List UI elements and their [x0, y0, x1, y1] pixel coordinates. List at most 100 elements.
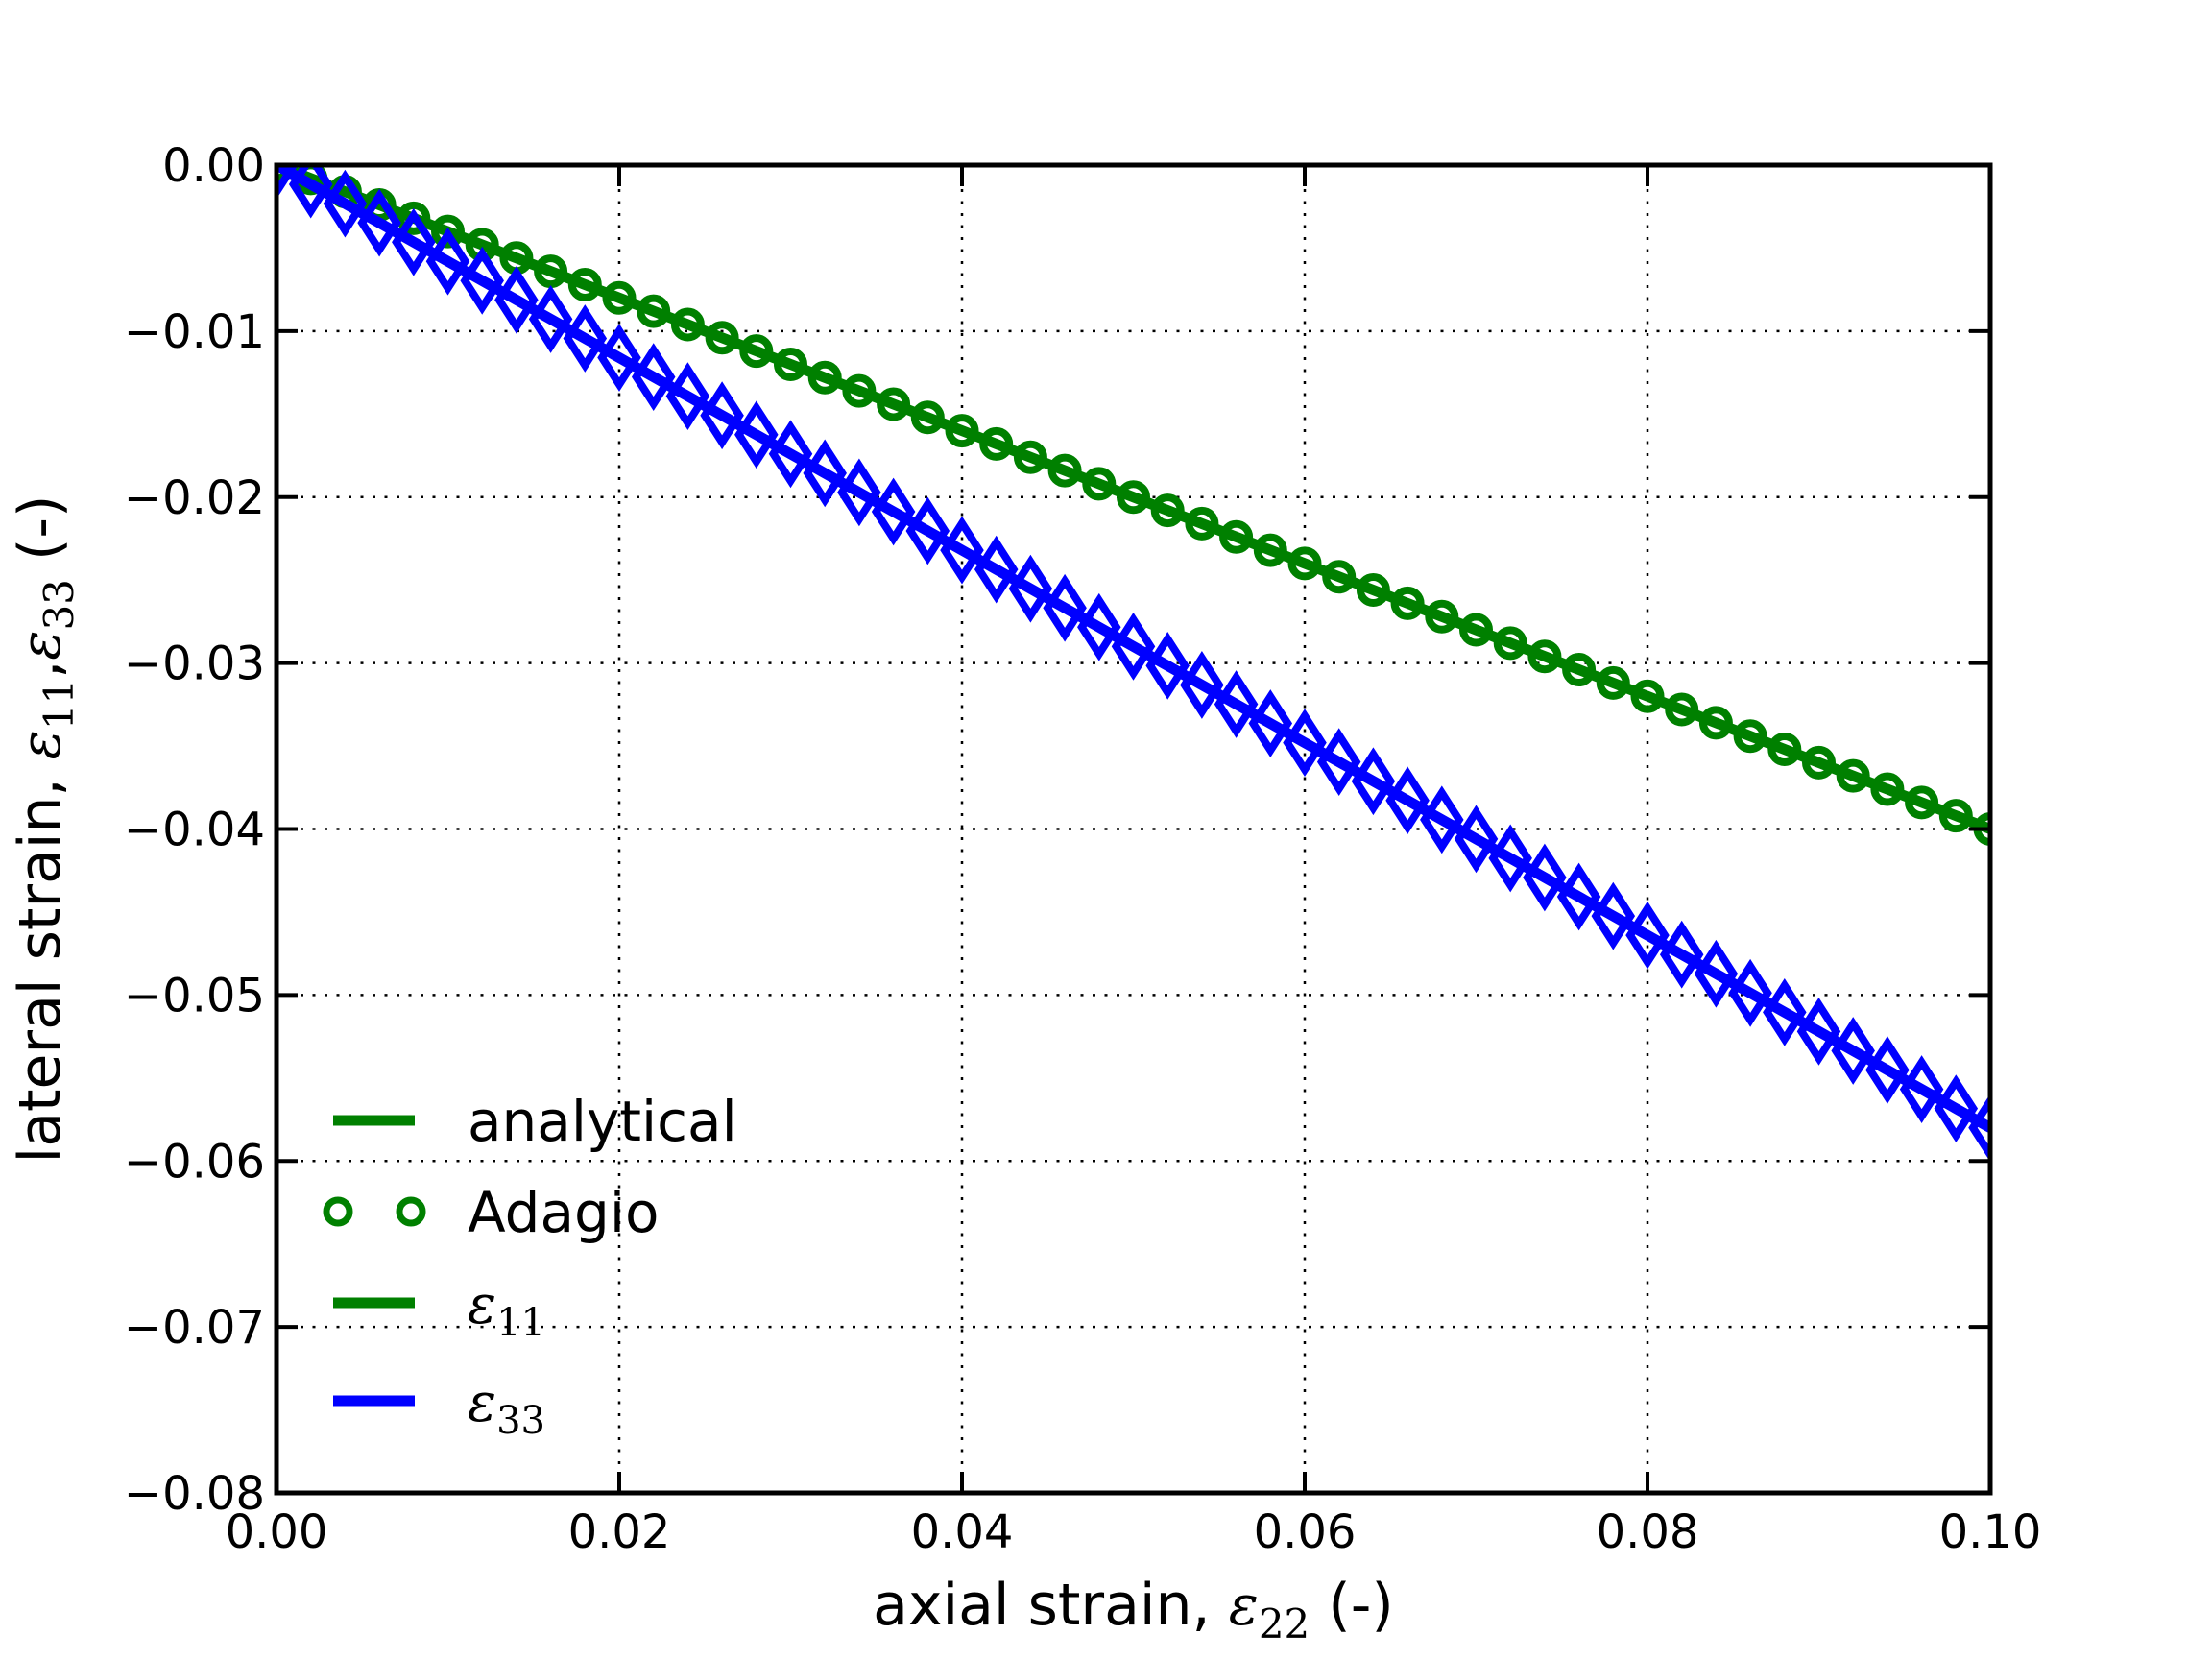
circle-marker — [1630, 679, 1665, 713]
x-tick-label: 0.02 — [568, 1505, 671, 1559]
diamond-marker — [1145, 631, 1190, 700]
circle-marker — [1698, 706, 1733, 740]
series-eps33-adagio-markers — [276, 165, 1990, 1163]
diamond-marker — [871, 477, 916, 546]
diamond-marker — [1248, 689, 1293, 757]
diamond-marker — [700, 381, 744, 450]
circle-marker — [637, 294, 671, 328]
diamond-marker — [494, 265, 539, 334]
x-tick-label: 0.08 — [1597, 1505, 1699, 1559]
circle-marker — [534, 254, 568, 289]
circle-marker — [877, 387, 911, 421]
diamond-marker — [1283, 709, 1327, 778]
legend-entry: analytical — [333, 1089, 737, 1154]
circle-marker — [1390, 586, 1425, 620]
diamond-marker — [1454, 805, 1499, 874]
circle-marker — [1767, 733, 1802, 767]
y-tick-label: −0.05 — [124, 969, 265, 1022]
legend-label: ε33 — [468, 1372, 545, 1443]
diamond-marker — [1420, 785, 1464, 854]
circle-marker — [1082, 467, 1117, 501]
diamond-marker — [597, 324, 641, 392]
diamond-marker — [1831, 1017, 1875, 1085]
diamond-marker — [1385, 766, 1430, 835]
x-tick-label: 0.10 — [1939, 1505, 2042, 1559]
y-tick-label: −0.04 — [124, 804, 265, 857]
y-axis-label: lateral strain, ε11,ε33 (-) — [7, 495, 83, 1164]
plot-grid — [276, 165, 1990, 1493]
circle-marker — [842, 373, 877, 408]
diamond-marker — [563, 304, 608, 373]
diamond-marker — [1591, 881, 1636, 950]
diamond-marker — [1865, 1036, 1910, 1104]
legend-swatch-circle — [323, 1196, 353, 1227]
x-axis-label: axial strain, ε22 (-) — [873, 1572, 1394, 1647]
diamond-marker — [1043, 573, 1087, 642]
circle-marker — [1150, 493, 1185, 528]
circle-marker — [1938, 799, 1973, 833]
diamond-marker — [1763, 977, 1807, 1046]
diamond-marker — [665, 362, 710, 431]
diamond-marker — [1488, 824, 1532, 893]
circle-marker — [567, 267, 602, 301]
legend-label: ε11 — [468, 1274, 545, 1345]
legend-entry: Adagio — [323, 1180, 659, 1245]
y-tick-labels: 0.00 −0.01 −0.02 −0.03 −0.04 −0.05 −0.06 −0.07 −… — [124, 139, 265, 1521]
diamond-marker — [528, 285, 573, 353]
diamond-marker — [803, 439, 847, 508]
diamond-marker — [1694, 939, 1739, 1008]
legend-label: analytical — [468, 1089, 737, 1154]
diamond-marker — [974, 535, 1019, 604]
y-tick-label: −0.01 — [124, 305, 265, 359]
circle-marker — [1527, 639, 1562, 674]
circle-marker — [1219, 519, 1254, 554]
circle-marker — [1459, 613, 1493, 647]
circle-marker — [1836, 758, 1870, 793]
diamond-marker — [1351, 747, 1396, 816]
circle-marker — [1117, 480, 1150, 515]
diamond-marker — [734, 400, 779, 469]
y-tick-label: −0.08 — [124, 1467, 265, 1521]
circle-marker — [1905, 785, 1939, 820]
diamond-marker — [631, 343, 676, 411]
diamond-marker — [905, 496, 950, 565]
circle-marker — [1287, 546, 1322, 581]
circle-marker — [670, 307, 705, 342]
circle-marker — [1493, 626, 1527, 661]
diamond-marker — [323, 169, 368, 238]
circle-marker — [602, 280, 637, 315]
diamond-marker — [1556, 862, 1601, 931]
y-tick-label: −0.03 — [124, 637, 265, 691]
circle-marker — [1185, 506, 1219, 541]
diamond-marker — [460, 246, 504, 315]
circle-marker — [1047, 453, 1082, 488]
circle-marker — [431, 214, 465, 249]
circle-marker — [705, 321, 739, 355]
diamond-marker — [425, 227, 470, 296]
circle-marker — [774, 347, 807, 381]
legend-entry: ε11 — [333, 1274, 545, 1345]
diamond-marker — [288, 165, 333, 219]
diamond-marker — [357, 188, 401, 257]
circle-marker — [807, 360, 842, 395]
diamond-marker — [1523, 843, 1567, 912]
axis-ticks — [275, 163, 1992, 1495]
diamond-marker — [837, 458, 881, 527]
circle-marker — [1356, 573, 1390, 608]
circle-marker — [739, 334, 774, 369]
circle-marker — [1253, 533, 1287, 567]
circle-marker — [1870, 772, 1905, 806]
diamond-marker — [1968, 1094, 1990, 1163]
diamond-marker — [1625, 901, 1670, 970]
circle-marker — [910, 400, 945, 435]
y-tick-label: 0.00 — [162, 139, 265, 193]
x-tick-label: 0.06 — [1254, 1505, 1357, 1559]
diamond-marker — [1659, 920, 1704, 989]
circle-marker — [1665, 692, 1699, 727]
circle-marker — [1596, 665, 1630, 700]
diamond-marker — [1316, 728, 1361, 797]
circle-marker — [1322, 560, 1357, 594]
diamond-marker — [1077, 592, 1121, 661]
